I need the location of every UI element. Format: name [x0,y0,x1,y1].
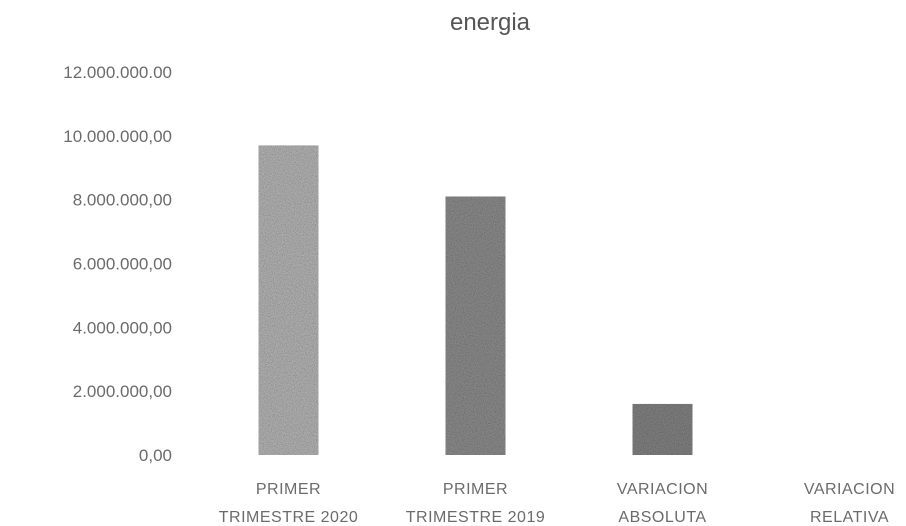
x-axis: PRIMER TRIMESTRE 2020 PRIMER TRIMESTRE 2019… [219,481,895,526]
bar [258,145,319,456]
x-tick-label: TRIMESTRE 2019 [406,509,545,526]
y-tick-label: 0,00 [139,446,172,465]
y-tick-label: 4.000.000,00 [73,318,172,337]
y-tick-label: 10.000.000,00 [63,127,172,146]
x-tick-label: VARIACION [617,481,708,498]
y-tick-label: 8.000.000,00 [73,191,172,210]
x-tick-label: TRIMESTRE 2020 [219,509,358,526]
y-axis: 0,00 2.000.000,00 4.000.000,00 6.000.000,00… [63,63,172,465]
x-tick-label: RELATIVA [810,509,889,526]
x-tick-label: VARIACION [804,481,895,498]
bar [632,403,693,455]
x-tick-label: PRIMER [443,481,508,498]
y-tick-label: 12.000.000.00 [63,63,172,82]
x-tick-label: ABSOLUTA [618,509,706,526]
chart-title: energia [450,9,531,36]
y-tick-label: 2.000.000,00 [73,382,172,401]
bars [258,145,693,456]
bar [445,196,506,455]
y-tick-label: 6.000.000,00 [73,255,172,274]
x-tick-label: PRIMER [256,481,321,498]
